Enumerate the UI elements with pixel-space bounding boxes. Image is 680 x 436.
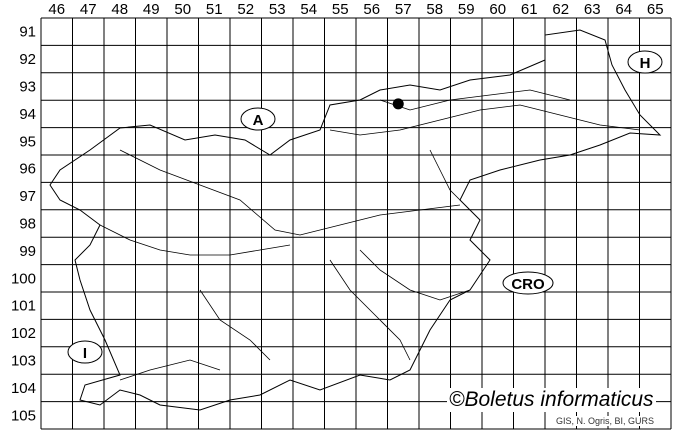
row-label: 94 xyxy=(19,106,36,123)
column-label: 55 xyxy=(332,1,349,18)
row-labels: 91 92 93 94 95 96 97 98 99 100 101 102 103 104 105 xyxy=(11,24,36,425)
column-label: 58 xyxy=(426,1,443,18)
row-label: 103 xyxy=(11,353,36,370)
row-label: 92 xyxy=(19,51,36,68)
column-label: 46 xyxy=(48,1,65,18)
country-label-hungary: H xyxy=(627,50,663,74)
grid xyxy=(40,17,672,430)
row-label: 96 xyxy=(19,161,36,178)
column-label: 62 xyxy=(552,1,569,18)
row-label: 104 xyxy=(11,380,36,397)
column-label: 53 xyxy=(269,1,286,18)
row-label: 99 xyxy=(19,243,36,260)
rivers xyxy=(99,89,641,381)
credit-text: ©Boletus informaticus xyxy=(447,388,656,412)
svg-text:H: H xyxy=(640,55,651,72)
svg-text:A: A xyxy=(253,112,264,129)
svg-text:I: I xyxy=(83,345,87,362)
column-label: 51 xyxy=(206,1,223,18)
column-label: 49 xyxy=(143,1,160,18)
row-label: 97 xyxy=(19,188,36,205)
occurrence-points xyxy=(392,98,404,110)
svg-text:CRO: CRO xyxy=(511,276,545,293)
row-label: 93 xyxy=(19,79,36,96)
country-label-italy: I xyxy=(67,340,103,364)
row-label: 102 xyxy=(11,325,36,342)
column-label: 61 xyxy=(521,1,538,18)
column-label: 59 xyxy=(458,1,475,18)
row-label: 98 xyxy=(19,216,36,233)
column-label: 54 xyxy=(300,1,317,18)
occurrence-point xyxy=(392,98,404,110)
row-label: 101 xyxy=(11,298,36,315)
country-label-austria: A xyxy=(240,107,276,131)
country-outline xyxy=(49,29,662,411)
column-label: 64 xyxy=(615,1,632,18)
column-label: 57 xyxy=(395,1,412,18)
column-label: 63 xyxy=(584,1,601,18)
country-label-croatia: CRO xyxy=(502,271,554,295)
column-label: 52 xyxy=(237,1,254,18)
column-labels: 46 47 48 49 50 51 52 53 54 55 56 57 58 59 60 61 62 63 64 65 xyxy=(48,1,663,18)
row-label: 100 xyxy=(11,270,36,287)
column-label: 48 xyxy=(111,1,128,18)
column-label: 50 xyxy=(174,1,191,18)
source-text: GIS, N. Ogris, BI, GURS xyxy=(555,416,656,426)
row-label: 105 xyxy=(11,407,36,424)
column-label: 65 xyxy=(647,1,664,18)
column-label: 56 xyxy=(363,1,380,18)
column-label: 60 xyxy=(489,1,506,18)
country-labels: A H CRO I xyxy=(67,50,663,364)
row-label: 95 xyxy=(19,133,36,150)
row-label: 91 xyxy=(19,24,36,41)
column-label: 47 xyxy=(80,1,97,18)
